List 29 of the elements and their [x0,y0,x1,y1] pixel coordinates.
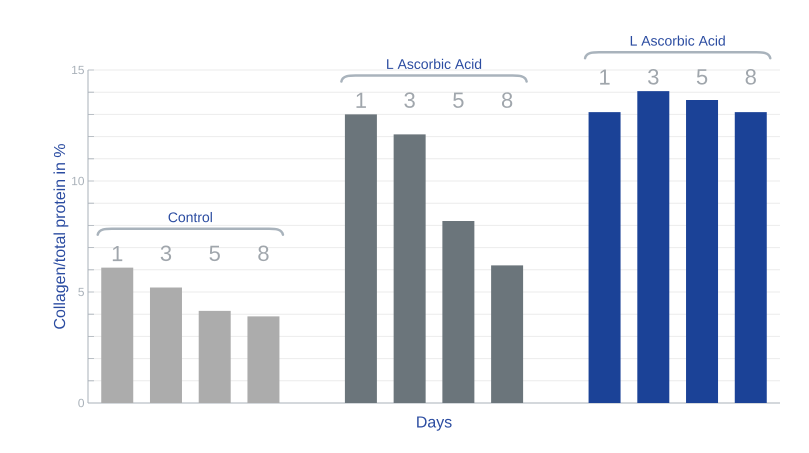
bar [344,114,377,403]
bar [637,91,670,403]
y-tick-label: 15 [72,66,84,74]
x-tick-label: 3 [160,246,172,262]
x-tick-label: 3 [404,92,415,108]
text: L Ascorbic Acid [387,58,482,70]
text: L Ascorbic Acid [630,35,725,46]
x-tick-label: 5 [209,246,220,262]
x-tick-label: 8 [258,246,269,262]
y-tick-label: 10 [72,176,84,186]
y-tick-label: 5 [78,288,84,296]
x-tick-label: 8 [746,69,756,85]
y-tick-label: 0 [78,398,84,408]
annotation: Control [168,212,212,222]
x-axis-title: Days [417,416,452,431]
bar [442,220,474,403]
x-tick-label: 3 [648,69,658,85]
y-axis-title: Collagen/total protein in % [53,144,68,329]
x-tick-label: 8 [502,92,512,108]
x-tick-label: 1 [112,246,122,262]
x-tick-label: 5 [453,92,464,108]
bar [491,265,524,403]
bar [734,112,767,403]
bar [394,134,426,403]
bar [686,100,718,403]
bar [588,112,621,403]
x-tick-label: 5 [696,69,708,85]
x-tick-label: 1 [600,70,610,85]
x-tick-label: 1 [356,92,366,108]
